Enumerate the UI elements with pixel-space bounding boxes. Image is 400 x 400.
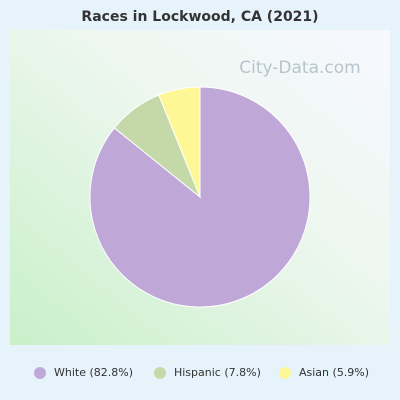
- pie-slice: [158, 86, 201, 198]
- legend-label: Asian (5.9%): [299, 366, 369, 379]
- legend: White (82.8%) Hispanic (7.8%) Asian (5.9%): [34, 366, 369, 379]
- watermark: City-Data.com: [239, 58, 360, 78]
- legend-swatch: [34, 367, 46, 379]
- legend-swatch: [154, 367, 166, 379]
- legend-label: Hispanic (7.8%): [174, 366, 261, 379]
- legend-label: White (82.8%): [54, 366, 133, 379]
- chart-title: Races in Lockwood, CA (2021): [81, 9, 318, 25]
- pie: [89, 86, 311, 308]
- legend-swatch: [279, 367, 291, 379]
